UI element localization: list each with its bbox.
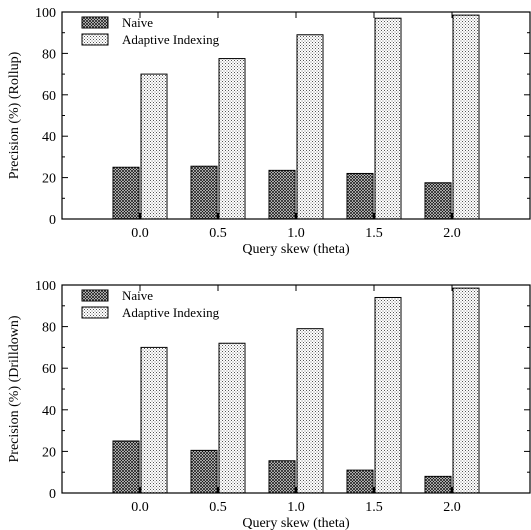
y-tick-label: 60 [42,362,56,377]
legend-label: Naive [122,15,153,30]
bar-adaptive-indexing-0.5 [218,342,246,494]
plot-frame [61,284,531,494]
x-tick-label: 2.0 [443,500,461,515]
legend-label: Adaptive Indexing [122,32,220,47]
x-tick-label: 0.5 [209,226,227,241]
bar-naive-2.0 [424,182,452,220]
bar-adaptive-indexing-0.5 [218,58,246,220]
bar-naive-0.5 [190,449,218,494]
bar-adaptive-indexing-1.5 [374,17,402,220]
rollup-chart: 0.0 0.5 1.0 1.5 2.0 0 20 40 60 80 100 Query skew (t… [7,6,531,257]
legend-swatch-naive [81,16,109,29]
x-tick-label: 1.0 [287,226,305,241]
y-tick-label: 40 [42,404,56,419]
y-tick-label: 0 [49,487,56,502]
bar-naive-1.0 [268,169,296,220]
plot-frame [61,11,531,220]
bar-adaptive-indexing-1.0 [296,328,324,494]
legend-swatch-adaptive-indexing [81,306,109,319]
y-axis-label: Precision (%) (Rollup) [7,51,22,179]
legend-swatch-naive [81,289,109,302]
legend-swatch-adaptive-indexing [81,33,109,46]
y-tick-label: 0 [49,213,56,228]
y-tick-label: 20 [42,172,56,187]
bar-naive-0.0 [112,440,140,494]
x-tick-label: 0.0 [131,226,149,241]
x-tick-label: 2.0 [443,226,461,241]
x-tick-label: 1.0 [287,500,305,515]
x-tick-label: 0.5 [209,500,227,515]
bar-adaptive-indexing-2.0 [452,14,480,220]
y-tick-label: 20 [42,445,56,460]
legend-label: Adaptive Indexing [122,305,220,320]
y-tick-label: 60 [42,89,56,104]
legend-label: Naive [122,288,153,303]
y-tick-label: 40 [42,130,56,145]
y-axis-label: Precision (%) (Drilldown) [7,315,22,462]
bar-naive-1.5 [346,172,374,220]
x-tick-label: 1.5 [365,226,383,241]
y-tick-label: 80 [42,47,56,62]
bar-naive-1.5 [346,469,374,494]
x-axis-label: Query skew (theta) [242,242,350,257]
bar-adaptive-indexing-1.0 [296,34,324,220]
x-axis-label: Query skew (theta) [242,516,350,530]
y-tick-label: 100 [35,279,56,294]
bar-adaptive-indexing-0.0 [140,346,168,494]
drilldown-chart: 0.0 0.5 1.0 1.5 2.0 0 20 40 60 80 100 Query skew (t… [7,279,531,530]
y-tick-label: 100 [35,6,56,21]
bar-adaptive-indexing-2.0 [452,287,480,494]
bar-naive-0.5 [190,165,218,220]
bar-naive-2.0 [424,475,452,494]
bar-naive-0.0 [112,166,140,220]
x-tick-label: 0.0 [131,500,149,515]
bar-adaptive-indexing-0.0 [140,73,168,220]
bar-adaptive-indexing-1.5 [374,296,402,494]
x-tick-label: 1.5 [365,500,383,515]
y-tick-label: 80 [42,321,56,336]
bar-naive-1.0 [268,460,296,494]
